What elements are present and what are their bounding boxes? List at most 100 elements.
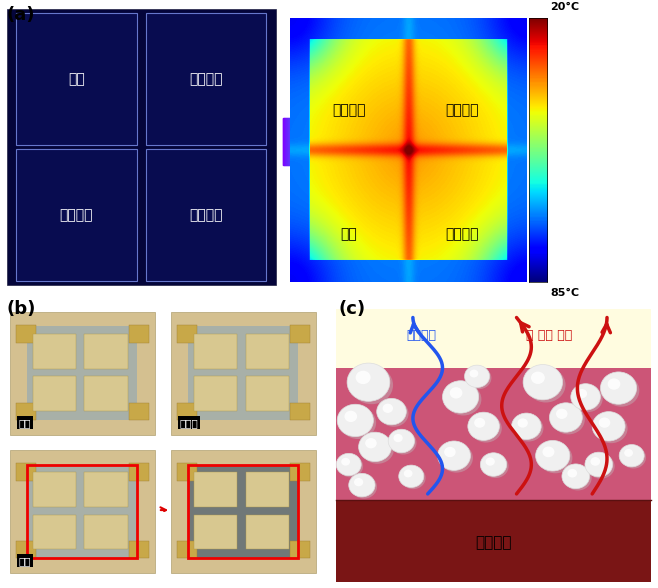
Circle shape bbox=[404, 470, 413, 477]
Text: 고온: 고온 bbox=[18, 556, 31, 566]
Bar bbox=[33, 472, 76, 507]
Text: 무기소재: 무기소재 bbox=[332, 103, 365, 117]
Circle shape bbox=[585, 452, 613, 477]
Circle shape bbox=[438, 441, 470, 470]
Circle shape bbox=[482, 455, 509, 478]
Circle shape bbox=[465, 365, 490, 387]
Bar bbox=[84, 376, 128, 411]
Bar bbox=[16, 403, 36, 420]
Circle shape bbox=[442, 381, 479, 413]
Bar bbox=[7, 9, 276, 285]
Circle shape bbox=[361, 435, 394, 464]
Circle shape bbox=[599, 417, 611, 428]
Text: (c): (c) bbox=[339, 300, 366, 318]
Bar bbox=[336, 500, 651, 582]
Circle shape bbox=[564, 466, 592, 490]
Circle shape bbox=[470, 370, 478, 377]
Bar bbox=[188, 326, 299, 420]
Bar bbox=[290, 403, 310, 420]
Bar bbox=[84, 472, 128, 507]
Circle shape bbox=[624, 449, 633, 457]
Circle shape bbox=[538, 443, 572, 473]
Bar bbox=[128, 463, 149, 481]
Bar bbox=[10, 450, 155, 573]
Circle shape bbox=[379, 400, 409, 427]
Circle shape bbox=[401, 467, 426, 489]
Circle shape bbox=[536, 440, 570, 471]
Text: 고습: 고습 bbox=[18, 417, 31, 427]
Circle shape bbox=[336, 453, 361, 476]
Bar bbox=[16, 463, 36, 481]
Circle shape bbox=[619, 445, 644, 467]
Circle shape bbox=[523, 365, 563, 400]
Text: 20°C: 20°C bbox=[550, 2, 579, 12]
Bar bbox=[245, 514, 289, 549]
Bar bbox=[194, 376, 238, 411]
Bar bbox=[16, 14, 137, 145]
Circle shape bbox=[351, 475, 377, 499]
Bar bbox=[84, 334, 128, 369]
Text: 2시간 후: 2시간 후 bbox=[321, 205, 357, 218]
Circle shape bbox=[359, 432, 392, 462]
Text: 열 방출 경로: 열 방출 경로 bbox=[526, 329, 572, 342]
Circle shape bbox=[345, 410, 357, 422]
Circle shape bbox=[595, 414, 628, 443]
Bar bbox=[10, 312, 155, 435]
Circle shape bbox=[355, 371, 370, 384]
Bar bbox=[171, 312, 316, 435]
Circle shape bbox=[393, 434, 403, 442]
Bar bbox=[128, 403, 149, 420]
Circle shape bbox=[338, 455, 363, 477]
Text: (a): (a) bbox=[7, 6, 35, 24]
Circle shape bbox=[382, 403, 393, 413]
Circle shape bbox=[390, 431, 417, 455]
Circle shape bbox=[518, 419, 528, 427]
Bar bbox=[177, 403, 197, 420]
Text: 유기소재: 유기소재 bbox=[190, 208, 223, 222]
Text: 전하전달: 전하전달 bbox=[406, 329, 436, 342]
Bar bbox=[177, 325, 197, 342]
Bar bbox=[27, 465, 138, 559]
Bar bbox=[33, 334, 76, 369]
Bar bbox=[27, 326, 138, 420]
Bar bbox=[177, 463, 197, 481]
Bar bbox=[33, 376, 76, 411]
Bar bbox=[188, 465, 299, 559]
Text: (b): (b) bbox=[7, 300, 36, 318]
Text: 광활성층: 광활성층 bbox=[475, 535, 512, 550]
Bar bbox=[84, 514, 128, 549]
Circle shape bbox=[354, 478, 363, 486]
Circle shape bbox=[514, 415, 544, 442]
Text: 85°C: 85°C bbox=[550, 288, 579, 298]
Circle shape bbox=[571, 384, 600, 410]
Text: 광활성층: 광활성층 bbox=[445, 228, 479, 242]
Circle shape bbox=[567, 469, 577, 477]
Bar bbox=[194, 472, 238, 507]
Bar bbox=[245, 334, 289, 369]
Bar bbox=[290, 325, 310, 342]
Circle shape bbox=[549, 403, 582, 432]
Bar bbox=[128, 325, 149, 342]
Circle shape bbox=[592, 412, 625, 441]
Bar bbox=[177, 541, 197, 559]
Text: 구동조건: 구동조건 bbox=[324, 52, 354, 65]
Bar bbox=[194, 514, 238, 549]
Circle shape bbox=[526, 367, 566, 402]
Circle shape bbox=[350, 366, 393, 404]
Circle shape bbox=[531, 372, 545, 384]
Text: 기판: 기판 bbox=[68, 72, 85, 86]
Circle shape bbox=[556, 409, 568, 419]
Circle shape bbox=[445, 383, 482, 416]
Bar bbox=[171, 450, 316, 573]
Circle shape bbox=[399, 465, 424, 487]
Bar bbox=[128, 541, 149, 559]
Circle shape bbox=[603, 375, 640, 407]
Circle shape bbox=[600, 372, 637, 405]
Circle shape bbox=[467, 367, 492, 389]
Circle shape bbox=[577, 389, 587, 398]
Bar bbox=[194, 334, 238, 369]
Circle shape bbox=[340, 407, 376, 439]
Bar bbox=[16, 149, 137, 281]
Polygon shape bbox=[382, 112, 411, 171]
Circle shape bbox=[342, 458, 350, 466]
